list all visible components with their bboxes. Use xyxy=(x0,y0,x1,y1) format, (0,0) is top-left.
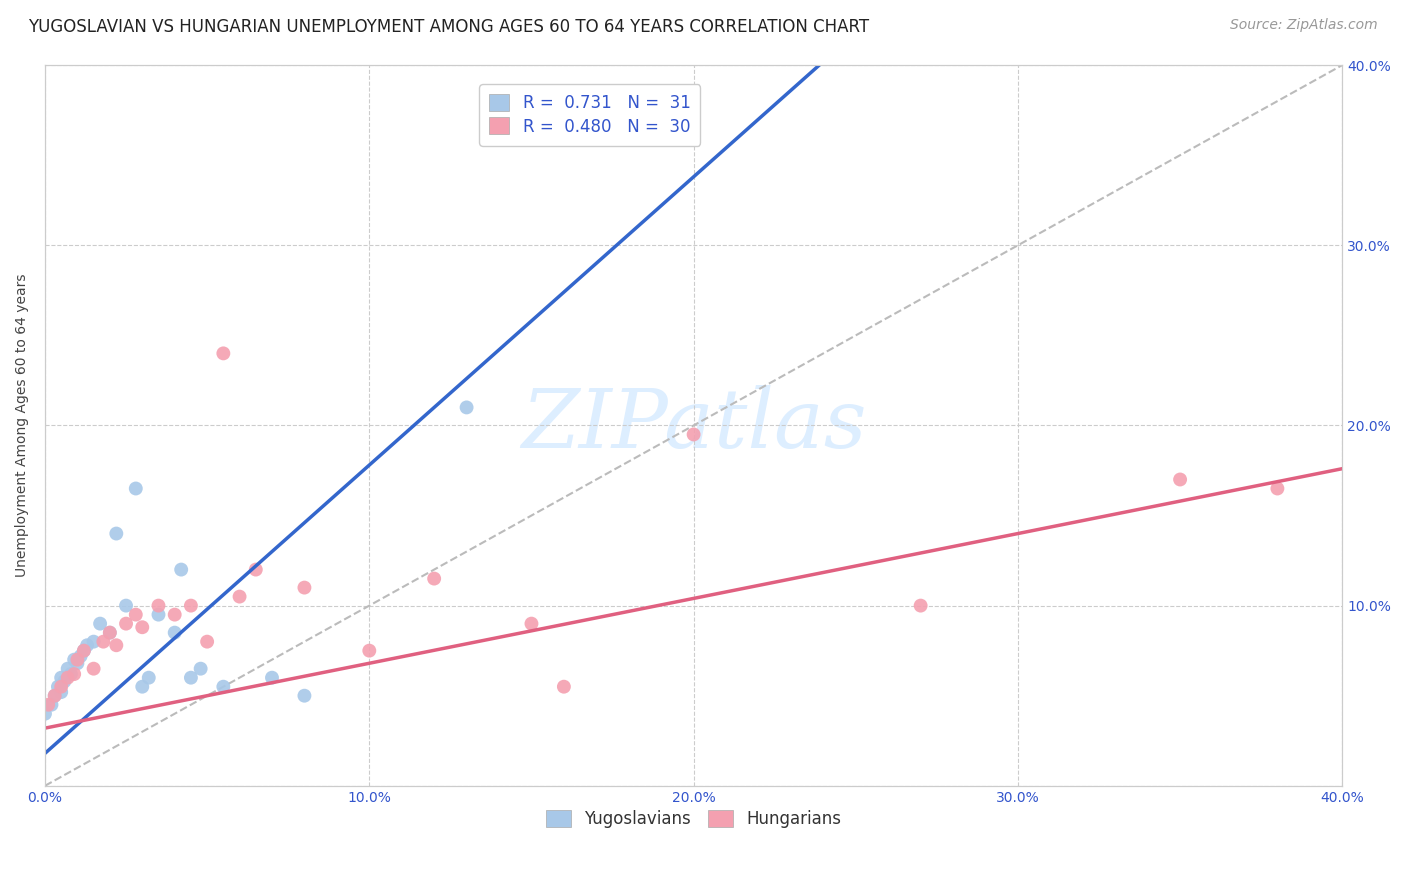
Point xyxy=(63,667,86,681)
Point xyxy=(51,685,73,699)
Point xyxy=(37,698,59,712)
Point xyxy=(228,590,250,604)
Point xyxy=(56,662,79,676)
Point xyxy=(115,616,138,631)
Point xyxy=(73,643,96,657)
Point xyxy=(423,572,446,586)
Point xyxy=(212,346,235,360)
Point xyxy=(34,706,56,721)
Point xyxy=(195,634,218,648)
Point xyxy=(105,638,128,652)
Point xyxy=(53,674,76,689)
Point xyxy=(83,662,105,676)
Point xyxy=(44,689,66,703)
Point xyxy=(212,680,235,694)
Point xyxy=(41,698,63,712)
Point xyxy=(163,607,186,622)
Point xyxy=(131,680,153,694)
Point xyxy=(83,634,105,648)
Text: Source: ZipAtlas.com: Source: ZipAtlas.com xyxy=(1230,18,1378,32)
Point xyxy=(245,563,267,577)
Point xyxy=(66,657,89,671)
Point xyxy=(138,671,160,685)
Point xyxy=(56,671,79,685)
Point xyxy=(148,599,170,613)
Point xyxy=(51,671,73,685)
Point xyxy=(98,625,121,640)
Point xyxy=(89,616,111,631)
Point xyxy=(163,625,186,640)
Point xyxy=(170,563,193,577)
Point xyxy=(98,625,121,640)
Point xyxy=(910,599,932,613)
Point xyxy=(1267,482,1289,496)
Point xyxy=(69,648,91,663)
Point xyxy=(63,653,86,667)
Point xyxy=(125,482,148,496)
Point xyxy=(131,620,153,634)
Point xyxy=(148,607,170,622)
Point xyxy=(73,643,96,657)
Point xyxy=(59,667,82,681)
Point xyxy=(125,607,148,622)
Point xyxy=(190,662,212,676)
Point xyxy=(294,689,316,703)
Point xyxy=(76,638,98,652)
Point xyxy=(44,689,66,703)
Point xyxy=(294,581,316,595)
Point xyxy=(682,427,704,442)
Y-axis label: Unemployment Among Ages 60 to 64 years: Unemployment Among Ages 60 to 64 years xyxy=(15,274,30,577)
Point xyxy=(105,526,128,541)
Point xyxy=(359,643,381,657)
Point xyxy=(260,671,283,685)
Point xyxy=(46,680,69,694)
Text: ZIPatlas: ZIPatlas xyxy=(520,385,866,466)
Point xyxy=(1168,473,1191,487)
Text: YUGOSLAVIAN VS HUNGARIAN UNEMPLOYMENT AMONG AGES 60 TO 64 YEARS CORRELATION CHAR: YUGOSLAVIAN VS HUNGARIAN UNEMPLOYMENT AM… xyxy=(28,18,869,36)
Point xyxy=(553,680,575,694)
Point xyxy=(115,599,138,613)
Point xyxy=(93,634,115,648)
Point xyxy=(520,616,543,631)
Point xyxy=(66,653,89,667)
Point xyxy=(180,671,202,685)
Legend: Yugoslavians, Hungarians: Yugoslavians, Hungarians xyxy=(540,804,848,835)
Point xyxy=(456,401,478,415)
Point xyxy=(180,599,202,613)
Point xyxy=(51,680,73,694)
